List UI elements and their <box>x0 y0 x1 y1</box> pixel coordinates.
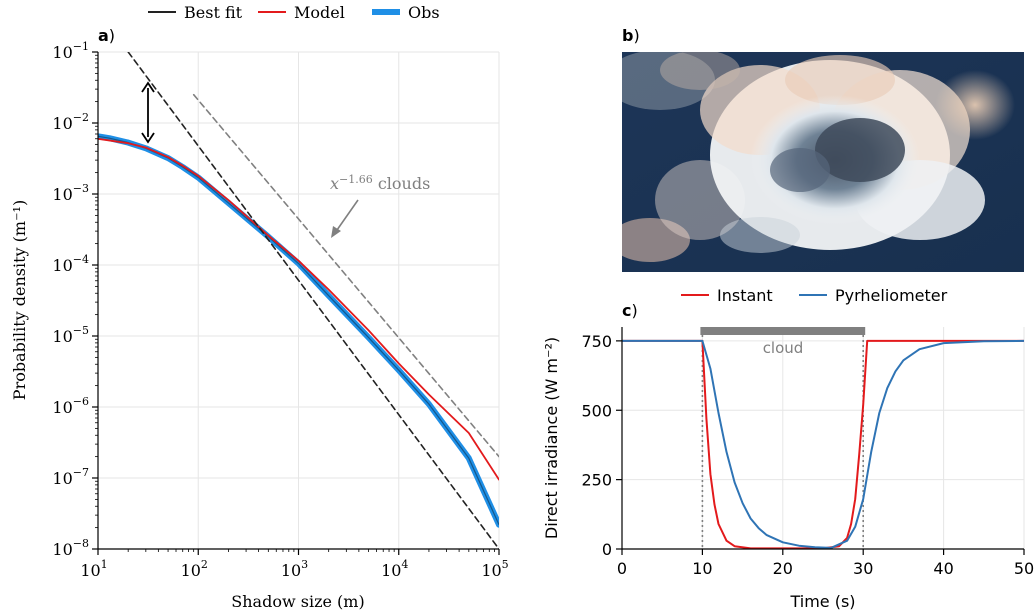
legend-label: Pyrheliometer <box>835 286 948 305</box>
panel-a-grid <box>97 51 500 550</box>
panel-a-label: a) <box>98 26 115 45</box>
x-tick-label: 103 <box>281 558 308 580</box>
legend-c: Instant Pyrheliometer <box>681 286 948 305</box>
series-line-model <box>98 137 499 481</box>
panel-c-label: c) <box>622 301 638 320</box>
cloud-bar <box>700 327 866 335</box>
y-tick-label: 10−3 <box>52 182 89 204</box>
y-tick-label: 10−8 <box>52 537 89 559</box>
x-tick-label: 20 <box>773 559 793 578</box>
series-line-best-fit <box>127 52 499 549</box>
x-tick-label: 40 <box>933 559 953 578</box>
x-tick-label: 0 <box>617 559 627 578</box>
series-line-pyrheliometer <box>622 339 1024 549</box>
y-tick-label: 10−7 <box>52 466 89 488</box>
y-tick-label: 0 <box>602 540 612 559</box>
legend-label: Obs <box>408 3 440 22</box>
panel-a-ticks: 101 102 103 104 105 10−8 10−7 10−6 10−5 10−4 10−3 1… <box>52 40 508 580</box>
series-line-instant <box>622 339 1024 549</box>
x-tick-label: 10 <box>692 559 712 578</box>
x-tick-label: 101 <box>80 558 107 580</box>
cloud-label: cloud <box>763 339 804 357</box>
x-tick-label: 104 <box>381 558 408 580</box>
panel-a-y-label: Probability density (m⁻¹) <box>10 200 29 400</box>
x-tick-label: 105 <box>481 558 508 580</box>
panel-c-grid <box>621 327 1025 550</box>
series-line-x-1-66-clouds <box>192 93 499 458</box>
x-tick-label: 50 <box>1014 559 1034 578</box>
panel-a-x-label: Shadow size (m) <box>231 592 364 611</box>
legend-label: Model <box>294 3 345 22</box>
legend-label: Instant <box>717 286 773 305</box>
y-tick-label: 500 <box>581 401 612 420</box>
cloud-photo <box>622 52 1024 272</box>
x-tick-label: 102 <box>181 558 208 580</box>
y-tick-label: 250 <box>581 471 612 490</box>
panel-a-series <box>98 52 499 549</box>
panel-c-y-label: Direct irradiance (W m⁻²) <box>542 337 561 539</box>
panel-c-series <box>622 339 1024 549</box>
panel-a-annotation-arrow <box>331 199 359 238</box>
x-tick-label: 30 <box>853 559 873 578</box>
y-tick-label: 10−4 <box>52 253 89 275</box>
panel-b: b) <box>622 26 1024 272</box>
panel-c-x-label: Time (s) <box>789 592 855 611</box>
panel-a-annotation: x−1.66 clouds <box>330 173 430 193</box>
y-tick-label: 750 <box>581 332 612 351</box>
y-tick-label: 10−6 <box>52 395 89 417</box>
y-tick-label: 10−2 <box>52 111 89 133</box>
panel-a-gap-arrow <box>141 81 155 144</box>
panel-a: 101 102 103 104 105 10−8 10−7 10−6 10−5 10−4 10−3 1… <box>10 26 509 611</box>
y-tick-label: 10−1 <box>52 40 89 62</box>
legend-a: Best fit Model Obs <box>148 3 440 22</box>
legend-label: Best fit <box>184 3 243 22</box>
y-tick-label: 10−5 <box>52 324 89 346</box>
panel-b-label: b) <box>622 26 640 45</box>
